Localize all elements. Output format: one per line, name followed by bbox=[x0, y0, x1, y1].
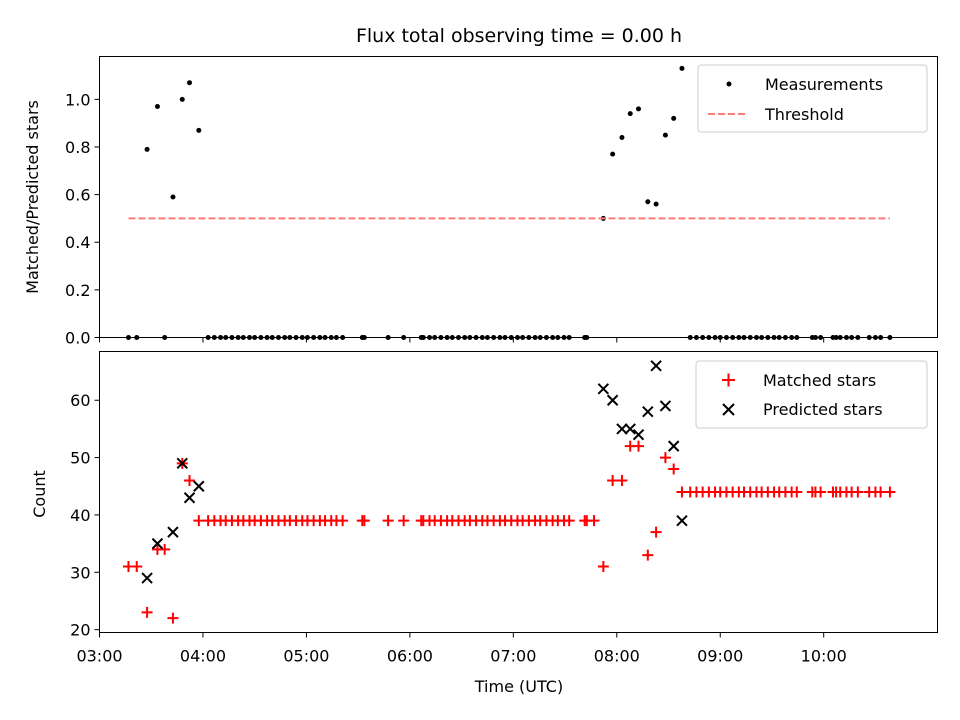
top-y-tick-label: 0.2 bbox=[65, 281, 90, 300]
matched-star-point bbox=[852, 486, 864, 498]
bottom-y-tick-label: 40 bbox=[70, 506, 90, 525]
top-y-tick-label: 0.4 bbox=[65, 233, 90, 252]
bottom-y-axis-label: Count bbox=[30, 470, 49, 518]
bottom-legend: Matched stars Predicted stars bbox=[695, 360, 928, 429]
measurement-point bbox=[679, 65, 685, 71]
x-axis-label: Time (UTC) bbox=[474, 677, 563, 696]
predicted-star-point bbox=[141, 572, 153, 584]
measurement-point bbox=[619, 134, 625, 140]
measurement-point bbox=[610, 151, 616, 157]
measurement-point bbox=[671, 115, 677, 121]
predicted-star-point bbox=[193, 480, 205, 492]
bottom-y-tick-label: 20 bbox=[70, 621, 90, 640]
measurement-point bbox=[179, 96, 185, 102]
x-tick-label: 04:00 bbox=[180, 647, 226, 666]
matched-star-point bbox=[616, 475, 628, 487]
measurement-point bbox=[653, 201, 659, 207]
legend-predicted-marker bbox=[722, 403, 735, 416]
measurement-point bbox=[645, 199, 651, 205]
predicted-star-point bbox=[597, 383, 610, 395]
bottom-plot-area bbox=[122, 360, 896, 624]
predicted-star-point bbox=[667, 440, 680, 452]
matched-star-point bbox=[193, 515, 205, 527]
matched-star-point bbox=[382, 515, 394, 527]
top-y-tick-label: 0.0 bbox=[65, 329, 90, 348]
matched-star-point bbox=[358, 515, 370, 527]
top-plot-area bbox=[125, 65, 893, 340]
top-legend: Measurements Threshold bbox=[697, 64, 928, 133]
matched-star-point bbox=[642, 549, 654, 561]
matched-star-point bbox=[184, 475, 196, 487]
bottom-y-tick-label: 30 bbox=[70, 563, 90, 582]
measurement-point bbox=[636, 106, 642, 112]
predicted-star-point bbox=[183, 492, 196, 504]
x-tick-label: 05:00 bbox=[283, 647, 329, 666]
predicted-star-point bbox=[676, 514, 688, 527]
x-tick-label: 03:00 bbox=[76, 647, 122, 666]
matched-star-point bbox=[588, 515, 600, 527]
matched-star-point bbox=[131, 561, 143, 573]
matched-star-point bbox=[159, 543, 171, 555]
measurement-point bbox=[627, 111, 633, 117]
legend-measurements-label: Measurements bbox=[765, 75, 883, 94]
matched-star-point bbox=[875, 486, 887, 498]
matched-star-point bbox=[597, 561, 609, 573]
bottom-y-tick-label: 60 bbox=[70, 391, 90, 410]
top-legend-box bbox=[697, 64, 928, 133]
top-y-tick-label: 0.6 bbox=[65, 186, 90, 205]
legend-measurements-marker bbox=[726, 81, 732, 87]
top-y-axis-label: Matched/Predicted stars bbox=[23, 100, 42, 294]
matched-star-point bbox=[668, 463, 680, 475]
measurement-point bbox=[154, 104, 160, 110]
legend-threshold-label: Threshold bbox=[764, 105, 844, 124]
legend-matched-marker bbox=[722, 373, 735, 387]
x-tick-label: 06:00 bbox=[387, 647, 433, 666]
top-panel: 0.0 0.2 0.4 0.6 0.8 1.0 Matched/Predicted sta… bbox=[23, 56, 938, 348]
bottom-axis-ticks: 20 30 40 50 60 03:00 04:00 05:00 06:00 07:00 08:00… bbox=[70, 391, 847, 665]
predicted-star-point bbox=[176, 457, 188, 470]
matched-star-point bbox=[141, 606, 153, 618]
matched-star-point bbox=[884, 486, 896, 498]
predicted-star-point bbox=[151, 537, 164, 550]
matched-star-point bbox=[633, 440, 645, 452]
predicted-star-point bbox=[167, 526, 179, 538]
matched-star-point bbox=[337, 515, 349, 527]
x-tick-label: 08:00 bbox=[594, 647, 640, 666]
measurement-point bbox=[170, 194, 176, 200]
measurement-point bbox=[187, 80, 193, 86]
measurement-point bbox=[662, 132, 668, 138]
legend-matched-label: Matched stars bbox=[763, 371, 876, 390]
predicted-star-point bbox=[606, 394, 619, 406]
matched-star-point bbox=[167, 612, 179, 624]
x-tick-label: 10:00 bbox=[801, 647, 847, 666]
matched-star-point bbox=[607, 475, 619, 487]
predicted-star-point bbox=[616, 423, 628, 435]
top-y-tick-label: 1.0 bbox=[65, 90, 90, 109]
measurement-point bbox=[196, 127, 202, 133]
top-axis-ticks: 0.0 0.2 0.4 0.6 0.8 1.0 bbox=[65, 90, 825, 348]
matched-star-point bbox=[398, 515, 410, 527]
predicted-star-point bbox=[642, 406, 654, 418]
chart-title: Flux total observing time = 0.00 h bbox=[356, 25, 682, 47]
bottom-panel: 20 30 40 50 60 03:00 04:00 05:00 06:00 07:00 08:00… bbox=[30, 351, 938, 696]
predicted-star-point bbox=[632, 428, 645, 441]
legend-predicted-label: Predicted stars bbox=[763, 400, 883, 419]
x-tick-label: 09:00 bbox=[697, 647, 743, 666]
measurement-point bbox=[144, 146, 150, 152]
predicted-star-point bbox=[624, 423, 636, 435]
bottom-legend-box bbox=[695, 360, 928, 429]
top-y-tick-label: 0.8 bbox=[65, 138, 90, 157]
predicted-star-point bbox=[650, 360, 662, 372]
x-tick-label: 07:00 bbox=[490, 647, 536, 666]
bottom-axes-frame bbox=[99, 351, 938, 633]
matched-star-point bbox=[659, 452, 671, 464]
matched-star-point bbox=[650, 526, 662, 538]
predicted-star-point bbox=[659, 400, 672, 412]
matched-star-point bbox=[815, 486, 827, 498]
matched-star-point bbox=[563, 515, 575, 527]
matched-star-point bbox=[791, 486, 803, 498]
top-axes-frame bbox=[99, 56, 938, 338]
bottom-y-tick-label: 50 bbox=[70, 449, 90, 468]
